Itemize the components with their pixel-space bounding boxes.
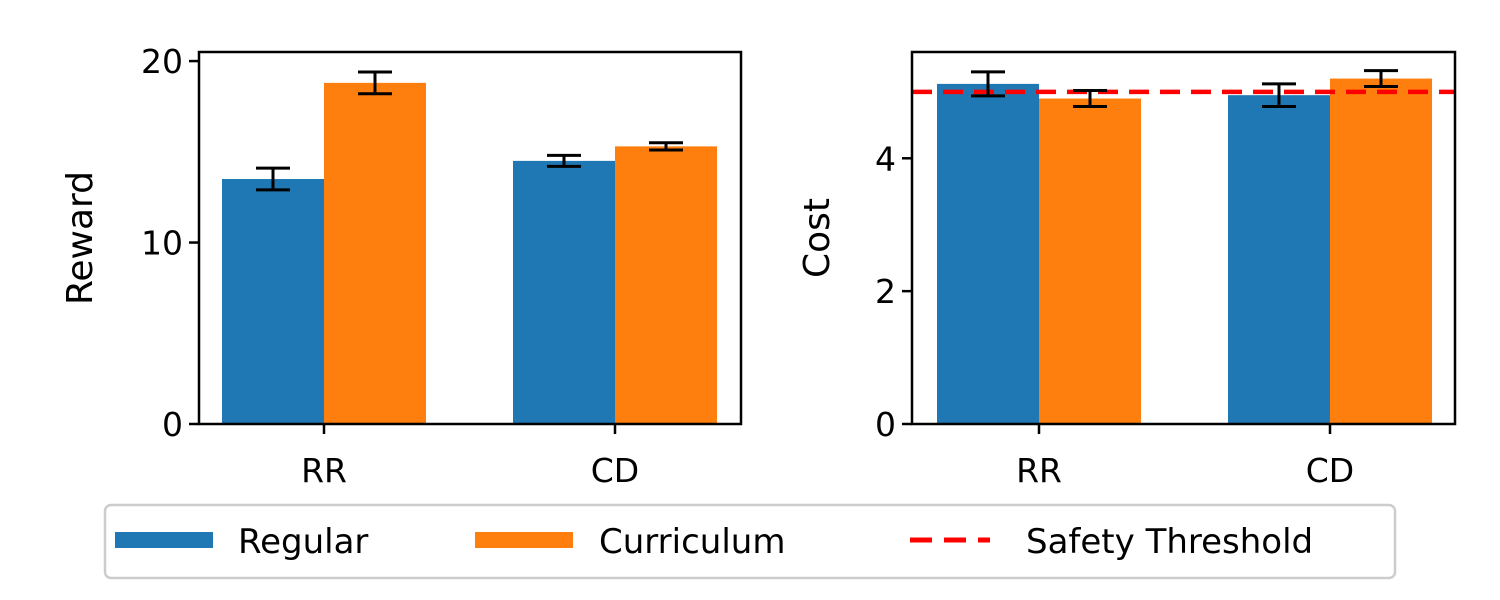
- cost-errorbar-regular-cd: [1262, 82, 1296, 108]
- reward-bar-curriculum-cd: [615, 146, 717, 425]
- reward-errorbar-curriculum-rr: [358, 70, 392, 96]
- cost-errorbar-regular-rr: [971, 70, 1005, 98]
- legend-frame: [103, 503, 1397, 580]
- reward-ytick-label: 0: [162, 405, 183, 444]
- cost-chart-panel: 0 2 4 RR CD Cost: [797, 50, 1457, 490]
- cost-ytick-label: 0: [875, 405, 896, 444]
- legend-label-threshold: Safety Threshold: [1026, 522, 1313, 562]
- reward-errorbar-regular-rr: [256, 166, 290, 192]
- legend-swatch-regular: [115, 532, 213, 548]
- reward-xtick-label-rr: RR: [301, 451, 347, 490]
- cost-ytick-label: 4: [875, 139, 896, 178]
- reward-axes-frame: [197, 50, 743, 426]
- cost-errorbar-curriculum-rr: [1073, 89, 1107, 108]
- reward-bar-regular-cd: [513, 160, 615, 424]
- cost-bar-curriculum-cd: [1330, 78, 1432, 425]
- cost-bar-regular-rr: [937, 83, 1039, 424]
- cost-bar-regular-cd: [1228, 95, 1330, 424]
- reward-ytick-label: 10: [141, 224, 183, 263]
- cost-xtick-label-cd: CD: [1306, 451, 1354, 490]
- legend-label-regular: Regular: [238, 522, 368, 562]
- cost-errorbar-curriculum-cd: [1364, 69, 1398, 89]
- reward-errorbar-curriculum-cd: [649, 141, 683, 152]
- cost-bar-curriculum-rr: [1039, 98, 1141, 424]
- legend-label-curriculum: Curriculum: [599, 522, 785, 562]
- cost-ylabel: Cost: [797, 198, 838, 278]
- reward-errorbar-regular-cd: [547, 153, 581, 168]
- reward-ytick-label: 20: [141, 42, 183, 81]
- legend-swatch-curriculum: [475, 532, 573, 548]
- legend: Regular Curriculum Safety Threshold: [103, 503, 1397, 580]
- reward-ylabel: Reward: [60, 171, 101, 305]
- reward-bar-curriculum-rr: [324, 82, 426, 424]
- reward-xtick-label-cd: CD: [591, 451, 639, 490]
- cost-xtick-label-rr: RR: [1016, 451, 1062, 490]
- reward-bar-regular-rr: [222, 179, 324, 424]
- cost-ytick-label: 2: [875, 272, 896, 311]
- cost-axes-frame: [910, 50, 1457, 426]
- reward-chart-panel: 0 10 20 RR CD Reward: [60, 42, 743, 490]
